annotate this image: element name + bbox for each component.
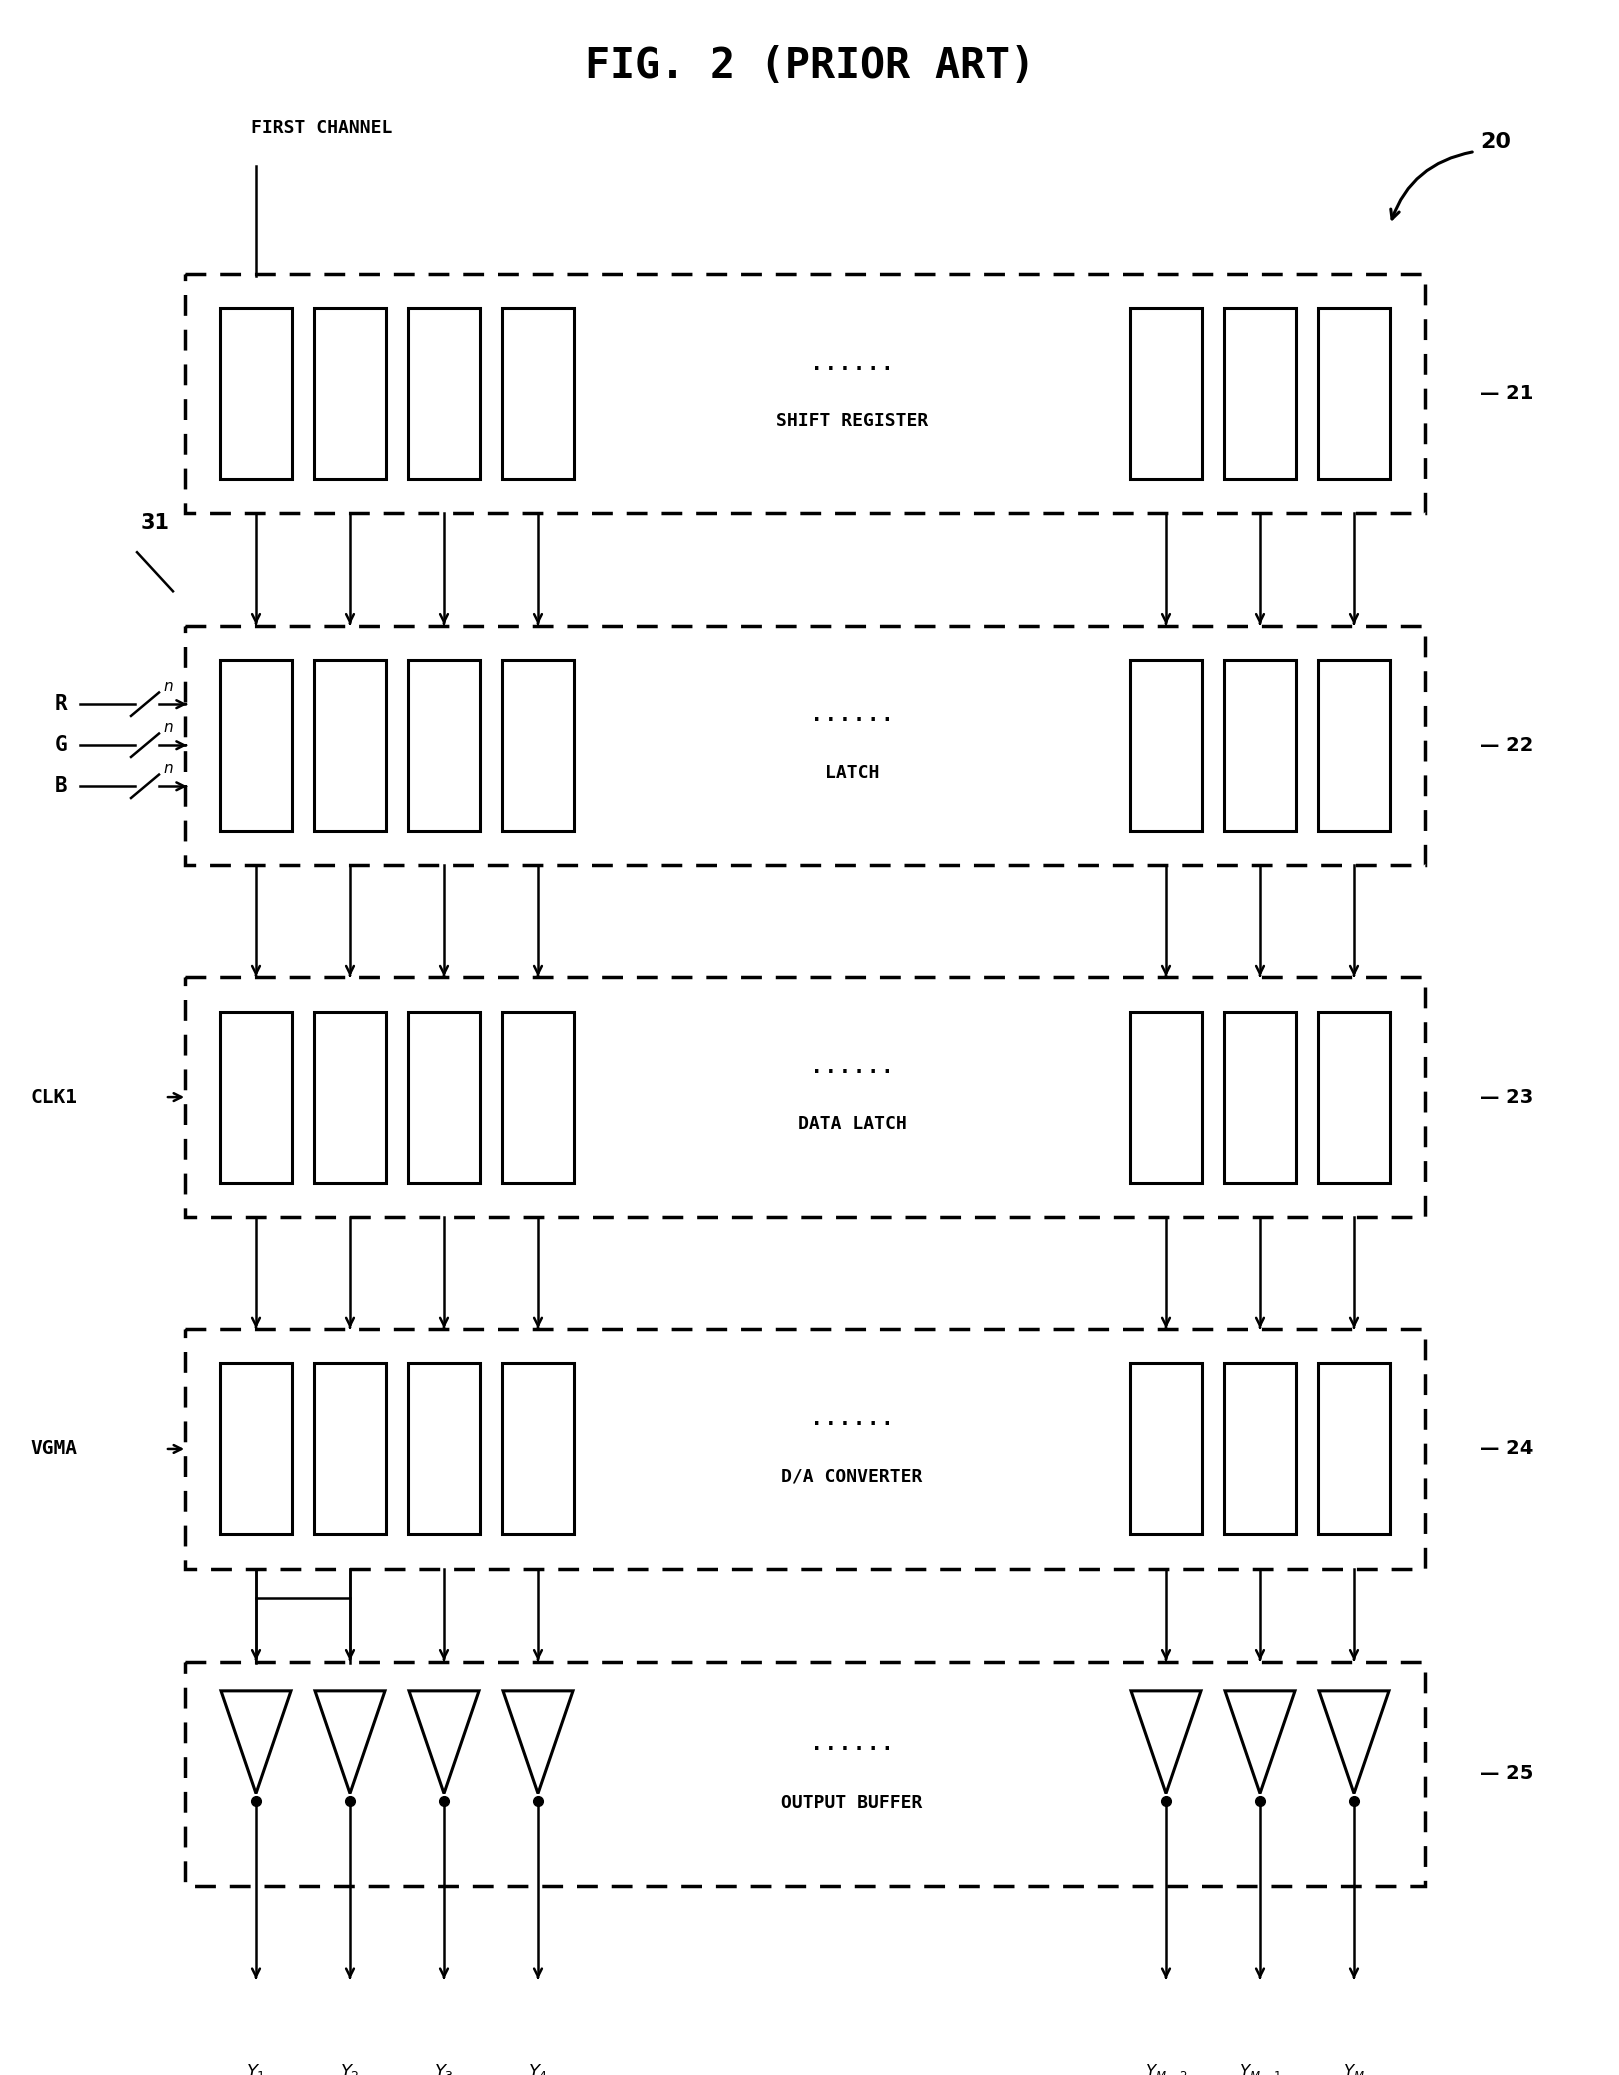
Text: . . . . . .: . . . . . . [813,706,890,726]
Text: — 21: — 21 [1480,384,1533,403]
Text: — 24: — 24 [1480,1440,1533,1459]
Text: CLK1: CLK1 [31,1087,78,1106]
Bar [1318,1013,1391,1183]
Text: FIG. 2 (PRIOR ART): FIG. 2 (PRIOR ART) [584,46,1035,87]
Text: $Y_3$: $Y_3$ [434,2063,453,2075]
Bar [1224,1363,1295,1536]
Text: G: G [55,735,68,755]
Bar [185,625,1425,865]
Bar [314,1013,385,1183]
Text: n: n [164,762,173,776]
Bar [1130,1363,1201,1536]
Text: $Y_4$: $Y_4$ [528,2063,549,2075]
Bar [185,274,1425,513]
Bar [502,1013,575,1183]
Bar [314,1363,385,1536]
Bar [1224,1013,1295,1183]
Text: $Y_{M-2}$: $Y_{M-2}$ [1145,2063,1187,2075]
Bar [1224,660,1295,830]
Text: $Y_{M-1}$: $Y_{M-1}$ [1239,2063,1281,2075]
Bar [220,1013,291,1183]
Bar [314,307,385,479]
Text: n: n [164,720,173,735]
Text: . . . . . .: . . . . . . [813,1058,890,1077]
Bar [1130,1013,1201,1183]
Text: — 23: — 23 [1480,1087,1533,1106]
Text: $Y_2$: $Y_2$ [340,2063,359,2075]
Text: LATCH: LATCH [824,764,879,782]
Bar [502,660,575,830]
Text: — 22: — 22 [1480,737,1533,755]
Bar [1318,660,1391,830]
Text: . . . . . .: . . . . . . [813,1411,890,1430]
Bar [314,660,385,830]
Text: B: B [55,776,68,797]
Bar [1224,307,1295,479]
Text: VGMA: VGMA [31,1440,78,1459]
Text: FIRST CHANNEL: FIRST CHANNEL [251,118,392,137]
Text: DATA LATCH: DATA LATCH [798,1116,907,1133]
Bar [185,977,1425,1216]
Text: OUTPUT BUFFER: OUTPUT BUFFER [782,1795,923,1811]
Text: $Y_1$: $Y_1$ [246,2063,266,2075]
Bar [1318,307,1391,479]
Text: . . . . . .: . . . . . . [813,355,890,374]
Text: 20: 20 [1480,131,1511,151]
Text: D/A CONVERTER: D/A CONVERTER [782,1467,923,1486]
Bar [220,307,291,479]
Bar [502,307,575,479]
Text: R: R [55,695,68,714]
Bar [185,1330,1425,1569]
Bar [408,307,479,479]
Bar [1318,1363,1391,1536]
Text: . . . . . .: . . . . . . [813,1735,890,1753]
Text: 31: 31 [141,513,170,533]
Bar [220,1363,291,1536]
Bar [408,660,479,830]
Bar [408,1363,479,1536]
Text: $Y_M$: $Y_M$ [1344,2063,1365,2075]
Text: SHIFT REGISTER: SHIFT REGISTER [776,411,928,430]
Text: n: n [164,679,173,695]
Text: — 25: — 25 [1480,1764,1533,1782]
Bar [408,1013,479,1183]
Bar [1130,307,1201,479]
Bar [502,1363,575,1536]
Bar [185,1662,1425,1886]
Bar [220,660,291,830]
Bar [1130,660,1201,830]
